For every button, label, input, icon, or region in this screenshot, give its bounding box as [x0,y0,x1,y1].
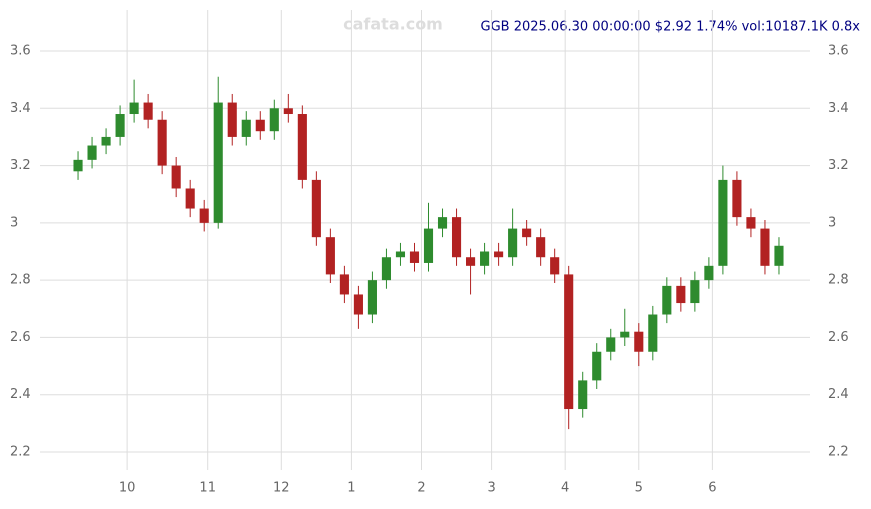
candle-body [241,119,251,137]
candle-body [578,380,588,410]
y-tick-label: 3.4 [10,101,31,116]
x-tick-label: 4 [561,481,569,496]
candle-body [381,257,392,281]
candle-body [143,102,153,120]
candle-body [550,257,560,275]
y-tick-label: 2.6 [10,330,31,345]
candle-body [185,188,195,209]
candle-body [466,257,476,266]
candle-body [87,145,97,160]
candle-body [480,251,490,266]
candle-body [494,251,504,258]
x-tick-label: 3 [487,481,495,496]
candle-body [508,228,518,258]
y-tick-label: 2.8 [10,273,31,288]
candle-body [171,165,181,189]
candle-body [606,337,616,352]
candle-body [634,331,644,352]
x-tick-label: 10 [119,481,136,496]
candle-body [101,136,111,146]
x-tick-label: 5 [635,481,643,496]
candle-body [129,102,139,115]
candle-body [564,274,574,410]
candle-body [227,102,237,137]
candle-body [592,351,602,381]
y-tick-label: 2.2 [10,445,31,460]
candle-body [774,245,784,266]
y-tick-label: 3.6 [10,44,31,59]
y-tick-label: 2.4 [10,387,31,402]
candle-body [157,119,167,166]
y-tick-label-right: 2.4 [828,387,849,402]
y-tick-label-right: 2.8 [828,273,849,288]
candle-body [353,294,363,315]
candle-body [395,251,406,258]
candle-body [437,217,448,229]
candle-body [115,114,125,137]
candle-body [522,228,532,238]
candle-body [311,179,321,238]
candle-body [255,119,265,132]
y-tick-label-right: 2.2 [828,445,849,460]
x-tick-label: 6 [708,481,716,496]
x-tick-label: 12 [273,481,290,496]
watermark: cafata.com [343,15,443,34]
candle-body [676,285,686,304]
y-tick-label-right: 3.6 [828,44,849,59]
candle-body [746,217,756,229]
candle-body [325,237,335,275]
candle-body [620,331,630,338]
candle-body [704,265,714,281]
candle-body [690,280,700,304]
y-tick-label-right: 2.6 [828,330,849,345]
candle-body [423,228,434,263]
candle-body [283,108,293,115]
candle-body [297,114,307,180]
candle-body [662,285,672,315]
candle-body [269,108,279,132]
x-tick-label: 2 [417,481,425,496]
x-tick-label: 11 [199,481,216,496]
candle-body [718,179,728,266]
y-tick-label-right: 3 [828,215,836,230]
candle-body [648,314,658,352]
candle-body [213,102,223,223]
x-tick-label: 1 [347,481,355,496]
candle-body [199,208,209,223]
candle-body [73,159,83,172]
candle-body [451,217,462,258]
candle-body [409,251,420,263]
chart-title: GGB 2025.06.30 00:00:00 $2.92 1.74% vol:… [481,20,861,35]
y-tick-label-right: 3.2 [828,158,849,173]
y-tick-label: 3.2 [10,158,31,173]
candle-body [536,237,546,258]
candle-body [732,179,742,218]
y-tick-label: 3 [10,215,18,230]
y-tick-label-right: 3.4 [828,101,849,116]
candle-body [760,228,770,266]
candle-body [339,274,349,295]
candle-body [367,280,377,315]
